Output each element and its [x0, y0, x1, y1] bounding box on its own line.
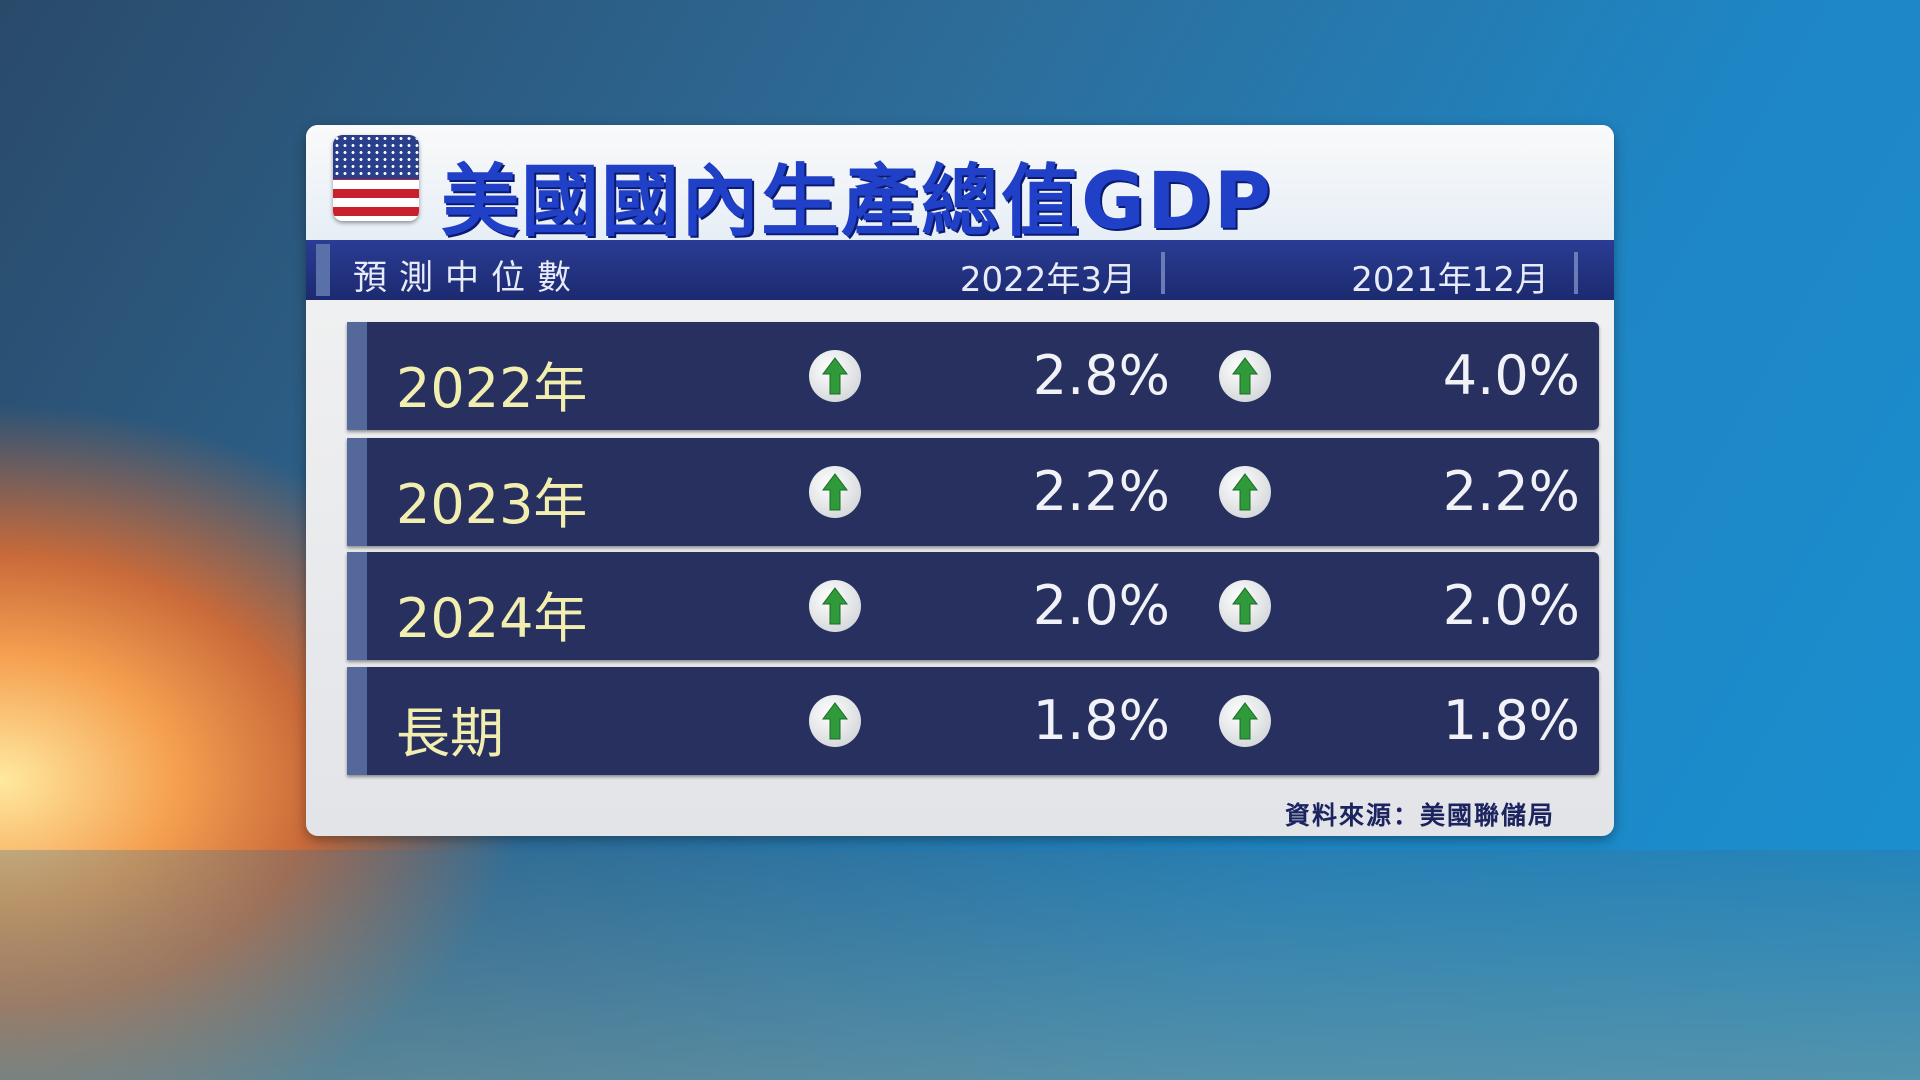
value-2022-mar: 2.2%: [1032, 460, 1170, 523]
table-row: 長期 1.8% 1.8%: [347, 667, 1599, 775]
column-header-1: 2022年3月: [959, 260, 1136, 300]
value-2021-dec: 1.8%: [1442, 689, 1580, 752]
up-arrow-icon: [809, 695, 861, 747]
background-floor: [0, 850, 1920, 1080]
table-row: 2023年 2.2% 2.2%: [347, 438, 1599, 546]
source-note: 資料來源：美國聯儲局: [1284, 801, 1555, 830]
value-2021-dec: 2.2%: [1442, 460, 1580, 523]
up-arrow-icon: [809, 350, 861, 402]
row-strip: [347, 438, 367, 546]
us-flag-icon: [333, 135, 419, 221]
table-row: 2024年 2.0% 2.0%: [347, 552, 1599, 660]
value-2022-mar: 2.8%: [1032, 344, 1170, 407]
up-arrow-icon: [1219, 466, 1271, 518]
page-title: 美國國內生產總值GDP: [441, 157, 1273, 247]
up-arrow-icon: [809, 466, 861, 518]
up-arrow-icon: [809, 580, 861, 632]
title-band: 美國國內生產總值GDP: [306, 125, 1614, 247]
row-label: 2024年: [396, 587, 588, 650]
value-2021-dec: 2.0%: [1442, 574, 1580, 637]
up-arrow-icon: [1219, 695, 1271, 747]
value-2022-mar: 1.8%: [1032, 689, 1170, 752]
header-label: 預測中位數: [353, 258, 583, 298]
up-arrow-icon: [1219, 350, 1271, 402]
row-strip: [347, 667, 367, 775]
row-strip: [347, 552, 367, 660]
header-strip: [316, 244, 330, 296]
column-header-2: 2021年12月: [1351, 260, 1549, 300]
row-strip: [347, 322, 367, 430]
row-label: 2023年: [396, 473, 588, 536]
table-row: 2022年 2.8% 4.0%: [347, 322, 1599, 430]
value-2022-mar: 2.0%: [1032, 574, 1170, 637]
value-2021-dec: 4.0%: [1442, 344, 1580, 407]
gdp-panel: 美國國內生產總值GDP 預測中位數 2022年3月 2021年12月 2022年…: [306, 125, 1614, 836]
row-label: 長期: [396, 702, 504, 765]
divider: [1574, 252, 1578, 294]
header-band: 預測中位數 2022年3月 2021年12月: [306, 240, 1614, 300]
row-label: 2022年: [396, 357, 588, 420]
divider: [1161, 252, 1165, 294]
up-arrow-icon: [1219, 580, 1271, 632]
